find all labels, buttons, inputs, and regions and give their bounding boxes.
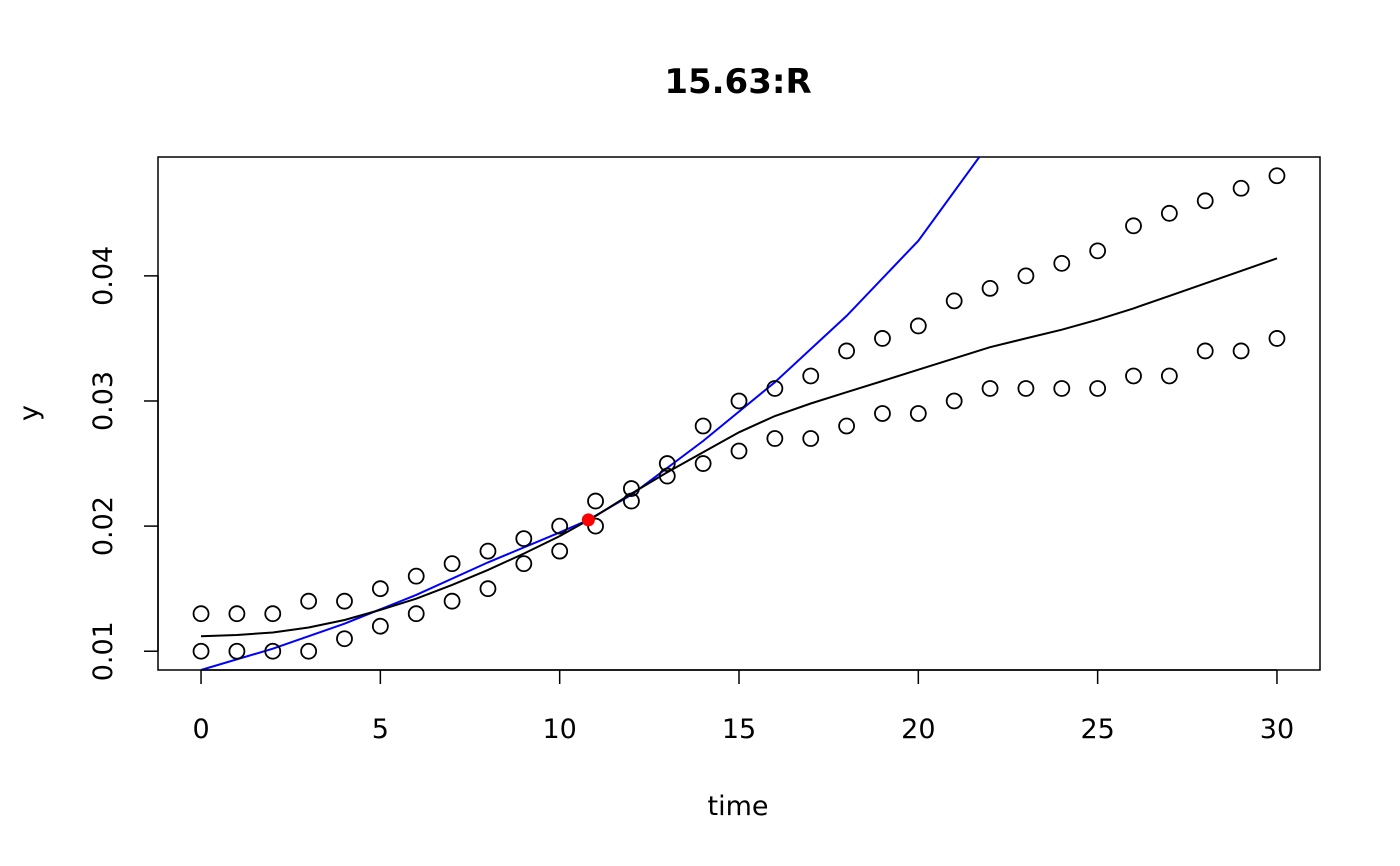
data-point bbox=[300, 642, 318, 660]
data-point bbox=[766, 430, 784, 447]
data-point bbox=[587, 492, 604, 510]
data-point bbox=[838, 417, 855, 435]
data-point bbox=[838, 342, 855, 360]
data-point bbox=[336, 592, 353, 610]
data-point bbox=[192, 642, 210, 660]
x-tick-label: 25 bbox=[1080, 714, 1114, 745]
points-layer bbox=[192, 167, 1286, 660]
chart-title: 15.63:R bbox=[664, 62, 811, 102]
data-point bbox=[371, 617, 389, 635]
x-tick-label: 20 bbox=[901, 714, 935, 745]
y-tick-label: 0.04 bbox=[88, 246, 119, 306]
plot-frame bbox=[157, 156, 1321, 671]
y-axis: 0.01 0.02 0.03 0.04 bbox=[88, 246, 159, 681]
data-point bbox=[1053, 254, 1071, 272]
data-point bbox=[694, 417, 712, 435]
data-point bbox=[945, 292, 963, 310]
x-tick-label: 15 bbox=[722, 714, 756, 745]
data-point bbox=[443, 592, 461, 610]
data-point bbox=[623, 492, 640, 510]
data-point bbox=[1268, 167, 1286, 185]
x-tick-label: 10 bbox=[542, 714, 576, 745]
data-point bbox=[1232, 179, 1250, 197]
data-point bbox=[766, 380, 784, 397]
data-point bbox=[1125, 367, 1142, 385]
data-point bbox=[443, 555, 461, 573]
x-axis: 0 5 10 15 20 25 30 bbox=[192, 669, 1294, 745]
data-point bbox=[730, 392, 748, 410]
x-tick-label: 5 bbox=[372, 714, 389, 745]
data-point bbox=[1268, 330, 1286, 347]
data-point bbox=[623, 480, 640, 497]
data-point bbox=[228, 642, 246, 660]
data-point bbox=[658, 455, 676, 472]
data-point bbox=[1196, 342, 1214, 360]
data-point bbox=[264, 605, 282, 623]
data-point bbox=[1196, 192, 1214, 210]
data-point bbox=[407, 567, 425, 585]
y-tick-label: 0.03 bbox=[88, 371, 119, 431]
data-point bbox=[515, 530, 533, 548]
x-tick-label: 0 bbox=[192, 714, 209, 745]
data-point bbox=[909, 317, 927, 335]
data-point bbox=[300, 592, 318, 610]
data-point bbox=[874, 330, 891, 347]
data-point bbox=[909, 405, 927, 422]
data-point bbox=[1089, 380, 1107, 397]
data-point bbox=[1232, 342, 1250, 360]
data-point bbox=[371, 580, 389, 598]
data-point bbox=[694, 455, 712, 472]
data-point bbox=[802, 367, 820, 385]
data-point bbox=[479, 542, 497, 560]
data-point bbox=[1160, 204, 1178, 222]
data-point bbox=[551, 542, 569, 560]
highlight-point bbox=[581, 513, 595, 527]
data-point bbox=[336, 630, 353, 648]
data-point bbox=[1017, 380, 1035, 397]
y-tick-label: 0.02 bbox=[88, 496, 119, 556]
data-point bbox=[1160, 367, 1178, 385]
data-point bbox=[407, 605, 425, 623]
data-point bbox=[479, 580, 497, 598]
y-axis-label: y bbox=[14, 405, 45, 421]
data-point bbox=[1089, 242, 1107, 260]
data-point bbox=[981, 279, 999, 297]
smooth-line-layer bbox=[200, 257, 1278, 638]
data-point bbox=[1017, 267, 1035, 285]
data-point bbox=[945, 392, 963, 410]
data-point bbox=[192, 605, 210, 623]
smooth-line bbox=[200, 257, 1278, 638]
data-point bbox=[802, 430, 820, 447]
x-axis-label: time bbox=[707, 791, 768, 822]
highlight-layer bbox=[581, 513, 595, 527]
x-tick-label: 30 bbox=[1260, 714, 1294, 745]
data-point bbox=[874, 405, 891, 422]
data-point bbox=[1125, 217, 1142, 235]
fit-curve-layer bbox=[200, 157, 981, 670]
fit-curve bbox=[200, 157, 981, 670]
data-point bbox=[515, 555, 533, 573]
data-point bbox=[730, 442, 748, 460]
data-point bbox=[981, 380, 999, 397]
y-tick-label: 0.01 bbox=[88, 621, 119, 681]
data-point bbox=[264, 642, 282, 660]
data-point bbox=[228, 605, 246, 623]
data-point bbox=[658, 467, 676, 485]
data-point bbox=[1053, 380, 1071, 397]
data-point bbox=[551, 517, 569, 535]
